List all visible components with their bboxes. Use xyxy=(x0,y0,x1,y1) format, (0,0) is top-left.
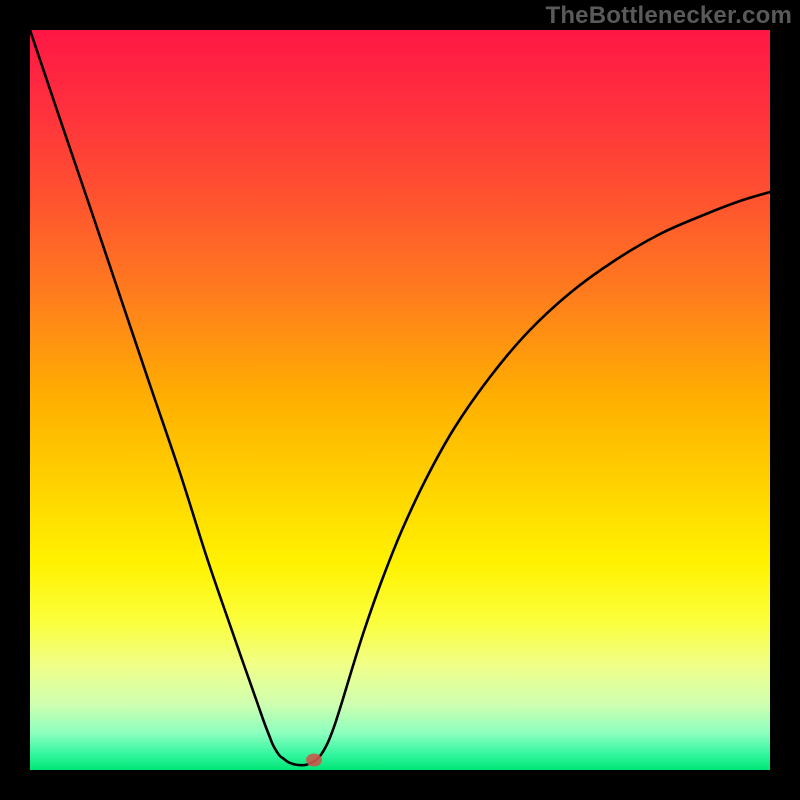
bottleneck-curve xyxy=(30,30,770,770)
optimum-marker xyxy=(306,754,322,767)
chart-container: TheBottlenecker.com xyxy=(0,0,800,800)
watermark-text: TheBottlenecker.com xyxy=(545,2,792,30)
plot-area xyxy=(30,30,770,770)
